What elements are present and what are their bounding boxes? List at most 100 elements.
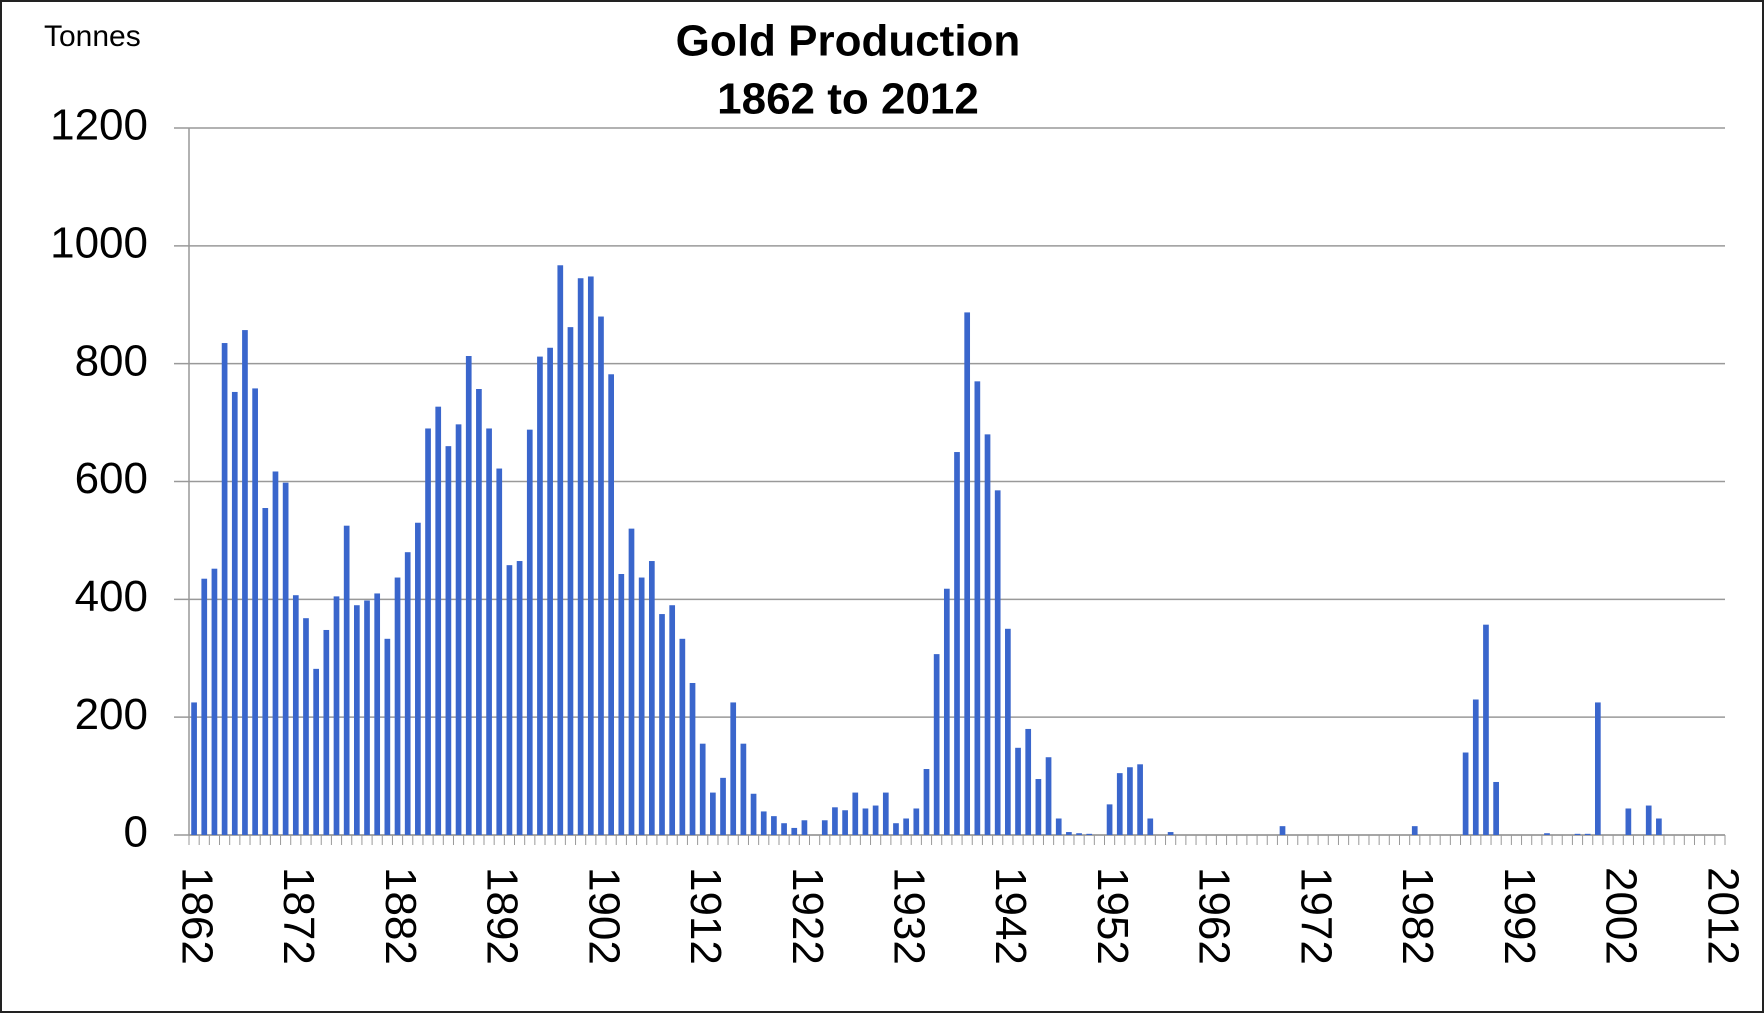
bar bbox=[374, 593, 381, 835]
bar bbox=[476, 389, 482, 835]
bar bbox=[486, 428, 492, 835]
x-tick-label: 1902 bbox=[579, 867, 628, 965]
y-axis-label: Tonnes bbox=[44, 20, 141, 53]
bar bbox=[1066, 832, 1072, 835]
bar bbox=[913, 808, 920, 835]
y-tick-label: 600 bbox=[75, 454, 148, 503]
bar bbox=[333, 596, 340, 835]
bar bbox=[608, 374, 614, 835]
bar bbox=[954, 452, 960, 835]
bar bbox=[191, 702, 197, 835]
bar bbox=[455, 424, 462, 835]
bar bbox=[598, 316, 604, 835]
x-tick-label: 1952 bbox=[1088, 867, 1137, 965]
bar bbox=[1055, 818, 1062, 835]
bar bbox=[577, 278, 584, 835]
bar bbox=[587, 276, 594, 836]
bar bbox=[445, 446, 452, 835]
bar bbox=[364, 600, 370, 835]
bar bbox=[943, 588, 950, 835]
bar bbox=[740, 743, 747, 835]
bar bbox=[547, 347, 553, 835]
x-tick-label: 1992 bbox=[1495, 867, 1544, 965]
bar bbox=[842, 810, 848, 835]
bar bbox=[659, 614, 665, 835]
bar bbox=[679, 638, 686, 835]
y-tick-label: 400 bbox=[75, 572, 148, 621]
bar bbox=[832, 807, 838, 835]
y-tick-label: 800 bbox=[75, 336, 148, 385]
bar bbox=[1645, 805, 1652, 835]
x-tick-label: 1912 bbox=[681, 867, 730, 965]
bar bbox=[435, 406, 442, 835]
bar bbox=[771, 816, 777, 835]
bar bbox=[201, 578, 208, 835]
bar bbox=[1656, 818, 1662, 835]
bar bbox=[923, 769, 930, 835]
bar bbox=[1035, 779, 1042, 835]
bar bbox=[1137, 764, 1143, 835]
bar bbox=[252, 388, 258, 835]
bar bbox=[984, 434, 991, 835]
bar bbox=[781, 823, 787, 835]
bar bbox=[638, 577, 645, 835]
x-tick-label: 1922 bbox=[783, 867, 832, 965]
x-tick-label: 1872 bbox=[274, 867, 323, 965]
bar bbox=[343, 525, 350, 835]
bar bbox=[893, 823, 899, 835]
bar bbox=[730, 702, 737, 835]
bar bbox=[516, 561, 523, 835]
bar bbox=[1493, 781, 1499, 835]
bar bbox=[710, 792, 716, 835]
bar bbox=[821, 820, 828, 835]
bar bbox=[964, 312, 971, 835]
bar bbox=[1015, 747, 1021, 835]
bar bbox=[994, 490, 1001, 835]
x-tick-label: 2002 bbox=[1597, 867, 1646, 965]
bar bbox=[353, 605, 360, 835]
bar bbox=[1127, 767, 1133, 835]
bar bbox=[415, 522, 421, 835]
bar bbox=[465, 356, 472, 835]
x-tick-label: 1892 bbox=[478, 867, 527, 965]
bar bbox=[1279, 826, 1286, 835]
bar bbox=[496, 468, 503, 835]
bar bbox=[221, 343, 228, 835]
bar bbox=[1167, 832, 1174, 835]
bar bbox=[404, 552, 411, 835]
x-tick-label: 1962 bbox=[1190, 867, 1239, 965]
bar bbox=[1594, 702, 1601, 835]
x-tick-label: 1972 bbox=[1291, 867, 1340, 965]
bar bbox=[323, 629, 330, 835]
bar bbox=[526, 429, 533, 835]
bar bbox=[801, 820, 808, 835]
y-tick-label: 1000 bbox=[50, 218, 148, 267]
bar bbox=[1574, 833, 1581, 835]
bar bbox=[699, 743, 706, 835]
bar bbox=[689, 682, 696, 835]
bar bbox=[242, 330, 248, 835]
bar bbox=[1086, 833, 1093, 835]
bar bbox=[272, 471, 279, 835]
bar bbox=[760, 811, 767, 835]
bar bbox=[537, 356, 543, 835]
bar bbox=[669, 605, 676, 835]
bar bbox=[282, 482, 289, 835]
bar bbox=[1462, 752, 1469, 835]
bar bbox=[292, 595, 299, 835]
bar bbox=[852, 792, 859, 835]
bar bbox=[933, 654, 940, 835]
bar bbox=[791, 827, 798, 835]
bar bbox=[313, 668, 320, 835]
bar bbox=[1025, 728, 1032, 835]
x-tick-label: 1942 bbox=[986, 867, 1035, 965]
bar bbox=[1472, 699, 1479, 835]
bar bbox=[211, 568, 218, 835]
x-tick-label: 1882 bbox=[376, 867, 425, 965]
x-tick-label: 1932 bbox=[885, 867, 934, 965]
bar bbox=[1625, 808, 1632, 835]
bar bbox=[567, 327, 574, 835]
bar bbox=[882, 792, 889, 835]
bar bbox=[1411, 826, 1418, 835]
